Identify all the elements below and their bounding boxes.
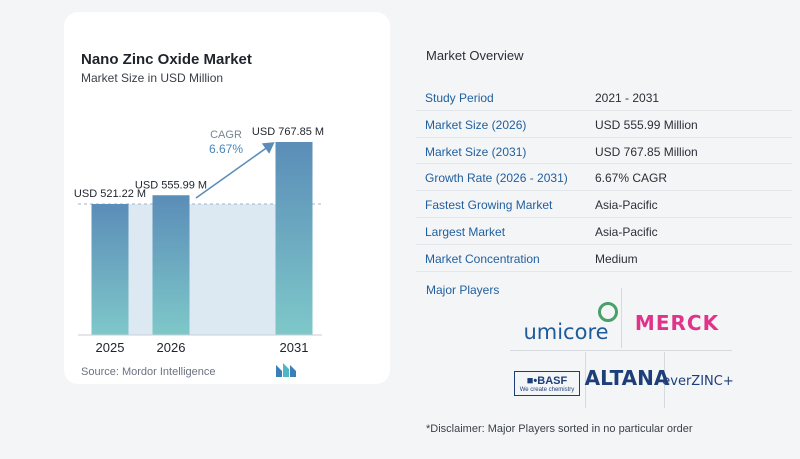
overview-row-fastest-growing: Fastest Growing Market Asia-Pacific <box>416 191 792 218</box>
altana-logo-text: ALTANA <box>584 366 670 390</box>
row-value: 6.67% CAGR <box>595 171 668 186</box>
row-value: USD 767.85 Million <box>595 144 698 159</box>
row-label: Study Period <box>425 91 494 105</box>
merck-logo: MERCK <box>622 300 732 346</box>
overview-row-concentration: Market Concentration Medium <box>416 245 792 272</box>
everzinc-logo: everZINC+ <box>662 363 734 399</box>
data-label-2026: USD 555.99 M <box>135 179 207 191</box>
basf-tagline: We create chemistry <box>519 386 575 393</box>
overview-title: Market Overview <box>426 48 524 63</box>
row-label: Market Size (2026) <box>425 117 527 132</box>
chart-subtitle: Market Size in USD Million <box>81 71 224 85</box>
data-label-2031: USD 767.85 M <box>252 126 324 138</box>
x-tick-2031: 2031 <box>280 340 309 355</box>
row-label: Growth Rate (2026 - 2031) <box>425 171 568 186</box>
overview-row-growth-rate: Growth Rate (2026 - 2031) 6.67% CAGR <box>416 164 792 192</box>
overview-table: Study Period 2021 - 2031 Market Size (20… <box>416 84 792 272</box>
logo-divider <box>585 352 586 408</box>
everzinc-logo-text: everZINC+ <box>662 373 734 389</box>
row-label: Market Size (2031) <box>425 144 527 159</box>
disclaimer: *Disclaimer: Major Players sorted in no … <box>426 423 693 435</box>
basf-logo: ■•BASF We create chemistry <box>510 363 584 403</box>
umicore-logo: umicore <box>510 300 622 350</box>
bar-2031 <box>275 142 313 335</box>
overview-row-study-period: Study Period 2021 - 2031 <box>416 84 792 111</box>
data-label-2025: USD 521.22 M <box>74 188 146 200</box>
row-value: 2021 - 2031 <box>595 91 660 105</box>
x-tick-2026: 2026 <box>157 340 186 355</box>
chart-title: Nano Zinc Oxide Market <box>81 51 252 68</box>
row-label: Market Concentration <box>425 251 540 266</box>
cagr-value: 6.67% <box>209 142 243 156</box>
major-players-title: Major Players <box>426 283 500 297</box>
overview-row-largest-market: Largest Market Asia-Pacific <box>416 218 792 245</box>
bar-2025 <box>91 203 129 335</box>
bar-chart: USD 521.22 M 2025 USD 555.99 M 2026 USD 767.… <box>74 126 324 355</box>
logo-divider <box>664 352 665 408</box>
bar-2026 <box>152 195 190 335</box>
row-value: USD 555.99 Million <box>595 117 698 132</box>
row-value: Asia-Pacific <box>595 198 658 213</box>
umicore-ring-icon <box>598 302 618 322</box>
logo-divider <box>621 288 622 348</box>
cagr-label: CAGR <box>210 129 242 141</box>
logo-divider <box>510 350 732 351</box>
x-tick-2025: 2025 <box>96 340 125 355</box>
row-value: Asia-Pacific <box>595 224 658 239</box>
umicore-logo-text: umicore <box>523 320 609 344</box>
altana-logo: ALTANA <box>584 355 670 401</box>
row-label: Fastest Growing Market <box>425 198 553 213</box>
row-label: Largest Market <box>425 224 506 239</box>
basf-logo-text: ■•BASF <box>526 374 568 387</box>
merck-logo-text: MERCK <box>634 311 720 335</box>
cagr-arrow <box>195 142 275 199</box>
overview-row-market-size-2026: Market Size (2026) USD 555.99 Million <box>416 111 792 138</box>
row-value: Medium <box>595 251 638 266</box>
mordor-logo-icon <box>276 363 296 377</box>
source-note: Source: Mordor Intelligence <box>81 366 216 378</box>
overview-row-market-size-2031: Market Size (2031) USD 767.85 Million <box>416 138 792 165</box>
